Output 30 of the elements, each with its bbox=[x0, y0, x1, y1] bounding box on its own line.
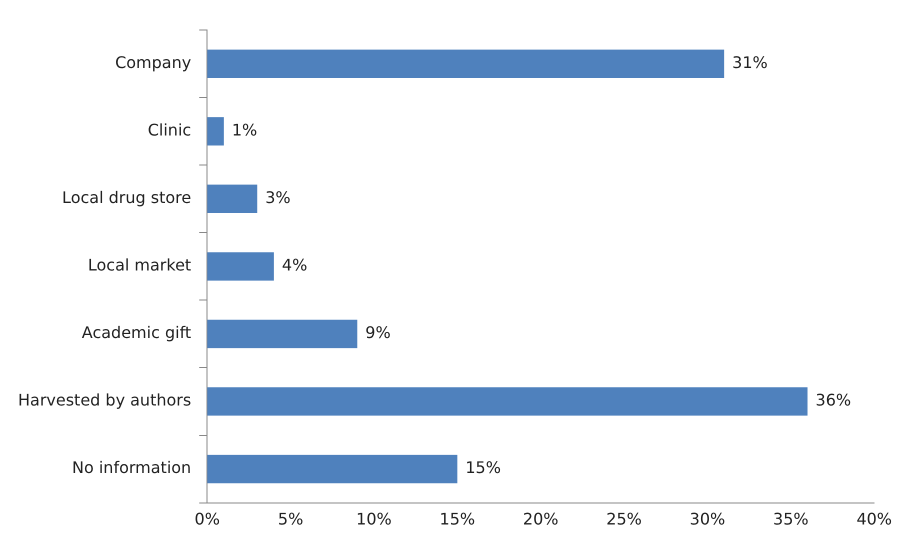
data-label: 4% bbox=[282, 256, 308, 275]
bar bbox=[207, 117, 224, 146]
data-label: 1% bbox=[232, 120, 258, 140]
data-label: 3% bbox=[265, 188, 291, 208]
y-tick-label: Local market bbox=[88, 256, 192, 275]
y-tick-label: Local drug store bbox=[62, 188, 192, 208]
bar bbox=[207, 252, 274, 281]
x-tick-label: 40% bbox=[856, 510, 892, 529]
data-label: 9% bbox=[365, 323, 391, 342]
x-tick-label: 25% bbox=[606, 510, 642, 529]
x-tick-label: 10% bbox=[356, 510, 392, 529]
x-tick-label: 20% bbox=[522, 510, 558, 529]
x-tick-label: 15% bbox=[440, 510, 476, 529]
y-tick-label: Harvested by authors bbox=[18, 390, 192, 410]
y-tick-label: No information bbox=[72, 458, 192, 478]
data-label: 31% bbox=[732, 52, 768, 72]
bar bbox=[207, 320, 358, 348]
bar bbox=[207, 184, 258, 214]
x-tick-label: 35% bbox=[773, 510, 809, 529]
bar bbox=[207, 387, 808, 416]
y-tick-label: Company bbox=[115, 52, 192, 72]
data-label: 36% bbox=[816, 390, 852, 410]
x-tick-label: 30% bbox=[690, 510, 726, 529]
x-tick-label: 0% bbox=[194, 510, 220, 529]
data-label: 15% bbox=[465, 458, 501, 478]
bar bbox=[207, 454, 458, 484]
y-tick-label: Clinic bbox=[148, 120, 192, 140]
bar bbox=[207, 50, 724, 78]
x-tick-label: 5% bbox=[278, 510, 304, 529]
y-tick-label: Academic gift bbox=[82, 323, 192, 342]
